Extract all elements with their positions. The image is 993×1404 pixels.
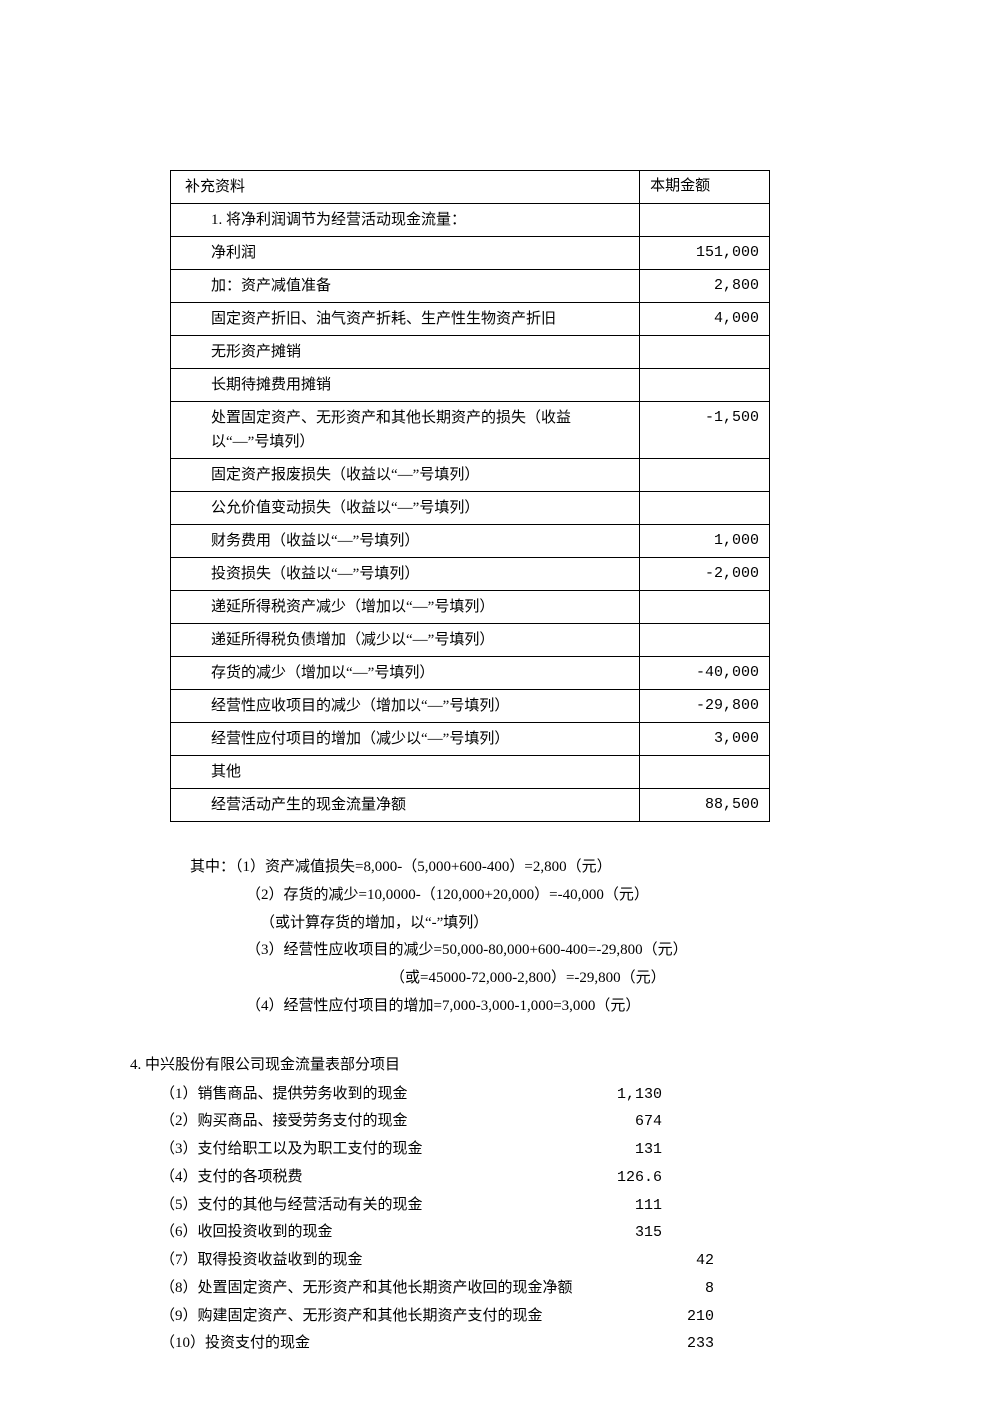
list-item-value: 674 xyxy=(590,1108,720,1136)
list-item-value: 8 xyxy=(590,1275,720,1303)
table-row: 固定资产折旧、油气资产折耗、生产性生物资产折旧4,000 xyxy=(171,303,770,336)
section-4-title: 4. 中兴股份有限公司现金流量表部分项目 xyxy=(130,1053,863,1077)
table-row: 递延所得税资产减少（增加以“—”号填列） xyxy=(171,591,770,624)
list-item-label: （4）支付的各项税费 xyxy=(160,1164,590,1192)
list-item-label: （10）投资支付的现金 xyxy=(160,1330,590,1358)
table-row-value: -29,800 xyxy=(640,690,770,723)
note-line: （或=45000-72,000-2,800）=-29,800（元） xyxy=(190,965,863,993)
table-row-label: 长期待摊费用摊销 xyxy=(171,369,640,402)
table-row-value xyxy=(640,492,770,525)
note-line: 其中：（1）资产减值损失=8,000-（5,000+600-400）=2,800… xyxy=(190,854,863,882)
table-row-label: 无形资产摊销 xyxy=(171,336,640,369)
list-item-value: 126.6 xyxy=(590,1164,720,1192)
table-row: 经营性应付项目的增加（减少以“—”号填列）3,000 xyxy=(171,723,770,756)
list-item-label: （8）处置固定资产、无形资产和其他长期资产收回的现金净额 xyxy=(160,1275,590,1303)
table-row-label: 加：资产减值准备 xyxy=(171,270,640,303)
note-line: （3）经营性应收项目的减少=50,000-80,000+600-400=-29,… xyxy=(190,937,863,965)
table-row: 处置固定资产、无形资产和其他长期资产的损失（收益以“—”号填列）-1,500 xyxy=(171,402,770,459)
list-item-label: （1）销售商品、提供劳务收到的现金 xyxy=(160,1081,590,1109)
table-row-value: 4,000 xyxy=(640,303,770,336)
table-row-value: 1,000 xyxy=(640,525,770,558)
supplementary-table: 补充资料本期金额1. 将净利润调节为经营活动现金流量：净利润151,000加：资… xyxy=(170,170,770,822)
calculation-notes: 其中：（1）资产减值损失=8,000-（5,000+600-400）=2,800… xyxy=(190,854,863,1021)
list-item-label: （2）购买商品、接受劳务支付的现金 xyxy=(160,1108,590,1136)
list-item: （7）取得投资收益收到的现金42 xyxy=(160,1247,720,1275)
note-line: （4）经营性应付项目的增加=7,000-3,000-1,000=3,000（元） xyxy=(190,993,863,1021)
table-row: 递延所得税负债增加（减少以“—”号填列） xyxy=(171,624,770,657)
table-row: 其他 xyxy=(171,756,770,789)
table-row: 加：资产减值准备2,800 xyxy=(171,270,770,303)
table-row-value xyxy=(640,459,770,492)
list-item: （9）购建固定资产、无形资产和其他长期资产支付的现金210 xyxy=(160,1303,720,1331)
table-row-label: 经营性应付项目的增加（减少以“—”号填列） xyxy=(171,723,640,756)
list-item-value: 210 xyxy=(590,1303,720,1331)
list-item-value: 1,130 xyxy=(590,1081,720,1109)
list-item: （10）投资支付的现金233 xyxy=(160,1330,720,1358)
table-row-value xyxy=(640,624,770,657)
table-row-value: -2,000 xyxy=(640,558,770,591)
table-row: 经营活动产生的现金流量净额88,500 xyxy=(171,789,770,822)
list-item-label: （3）支付给职工以及为职工支付的现金 xyxy=(160,1136,590,1164)
table-row-label: 固定资产报废损失（收益以“—”号填列） xyxy=(171,459,640,492)
table-row-label: 处置固定资产、无形资产和其他长期资产的损失（收益以“—”号填列） xyxy=(171,402,640,459)
table-row: 公允价值变动损失（收益以“—”号填列） xyxy=(171,492,770,525)
list-item: （5）支付的其他与经营活动有关的现金111 xyxy=(160,1192,720,1220)
list-item-value: 315 xyxy=(590,1219,720,1247)
table-row: 存货的减少（增加以“—”号填列）-40,000 xyxy=(171,657,770,690)
table-row-value xyxy=(640,591,770,624)
table-row-value: -40,000 xyxy=(640,657,770,690)
list-item-value: 111 xyxy=(590,1192,720,1220)
table-row-value: 151,000 xyxy=(640,237,770,270)
table-row: 1. 将净利润调节为经营活动现金流量： xyxy=(171,204,770,237)
table-row-label: 存货的减少（增加以“—”号填列） xyxy=(171,657,640,690)
cash-flow-items: （1）销售商品、提供劳务收到的现金1,130（2）购买商品、接受劳务支付的现金6… xyxy=(160,1081,863,1359)
list-item: （1）销售商品、提供劳务收到的现金1,130 xyxy=(160,1081,720,1109)
table-row-label: 经营活动产生的现金流量净额 xyxy=(171,789,640,822)
table-row-value xyxy=(640,369,770,402)
table-row: 财务费用（收益以“—”号填列）1,000 xyxy=(171,525,770,558)
table-row: 长期待摊费用摊销 xyxy=(171,369,770,402)
table-row: 净利润151,000 xyxy=(171,237,770,270)
table-row-value xyxy=(640,336,770,369)
table-row-value: -1,500 xyxy=(640,402,770,459)
table-row-label: 财务费用（收益以“—”号填列） xyxy=(171,525,640,558)
table-row: 经营性应收项目的减少（增加以“—”号填列）-29,800 xyxy=(171,690,770,723)
table-row: 投资损失（收益以“—”号填列）-2,000 xyxy=(171,558,770,591)
list-item: （6）收回投资收到的现金315 xyxy=(160,1219,720,1247)
table-row-label: 递延所得税资产减少（增加以“—”号填列） xyxy=(171,591,640,624)
table-row-value: 3,000 xyxy=(640,723,770,756)
list-item: （4）支付的各项税费126.6 xyxy=(160,1164,720,1192)
list-item-value: 42 xyxy=(590,1247,720,1275)
table-row-value: 2,800 xyxy=(640,270,770,303)
note-line: （2）存货的减少=10,0000-（120,000+20,000）=-40,00… xyxy=(190,882,863,910)
table-row-label: 净利润 xyxy=(171,237,640,270)
table-row-label: 1. 将净利润调节为经营活动现金流量： xyxy=(171,204,640,237)
table-row-label: 投资损失（收益以“—”号填列） xyxy=(171,558,640,591)
table-row-label: 其他 xyxy=(171,756,640,789)
list-item: （3）支付给职工以及为职工支付的现金131 xyxy=(160,1136,720,1164)
table-header-value: 本期金额 xyxy=(640,171,770,204)
list-item-label: （5）支付的其他与经营活动有关的现金 xyxy=(160,1192,590,1220)
table-row: 无形资产摊销 xyxy=(171,336,770,369)
table-row-label: 固定资产折旧、油气资产折耗、生产性生物资产折旧 xyxy=(171,303,640,336)
table-header-label: 补充资料 xyxy=(171,171,640,204)
list-item-value: 131 xyxy=(590,1136,720,1164)
table-row: 固定资产报废损失（收益以“—”号填列） xyxy=(171,459,770,492)
table-row-value xyxy=(640,204,770,237)
table-row-label: 经营性应收项目的减少（增加以“—”号填列） xyxy=(171,690,640,723)
table-row-label: 公允价值变动损失（收益以“—”号填列） xyxy=(171,492,640,525)
table-row-value xyxy=(640,756,770,789)
table-row-value: 88,500 xyxy=(640,789,770,822)
list-item-label: （6）收回投资收到的现金 xyxy=(160,1219,590,1247)
table-row-label: 递延所得税负债增加（减少以“—”号填列） xyxy=(171,624,640,657)
list-item-label: （9）购建固定资产、无形资产和其他长期资产支付的现金 xyxy=(160,1303,590,1331)
list-item: （8）处置固定资产、无形资产和其他长期资产收回的现金净额8 xyxy=(160,1275,720,1303)
note-line: （或计算存货的增加，以“-”填列） xyxy=(190,910,863,938)
list-item-label: （7）取得投资收益收到的现金 xyxy=(160,1247,590,1275)
list-item-value: 233 xyxy=(590,1330,720,1358)
list-item: （2）购买商品、接受劳务支付的现金674 xyxy=(160,1108,720,1136)
